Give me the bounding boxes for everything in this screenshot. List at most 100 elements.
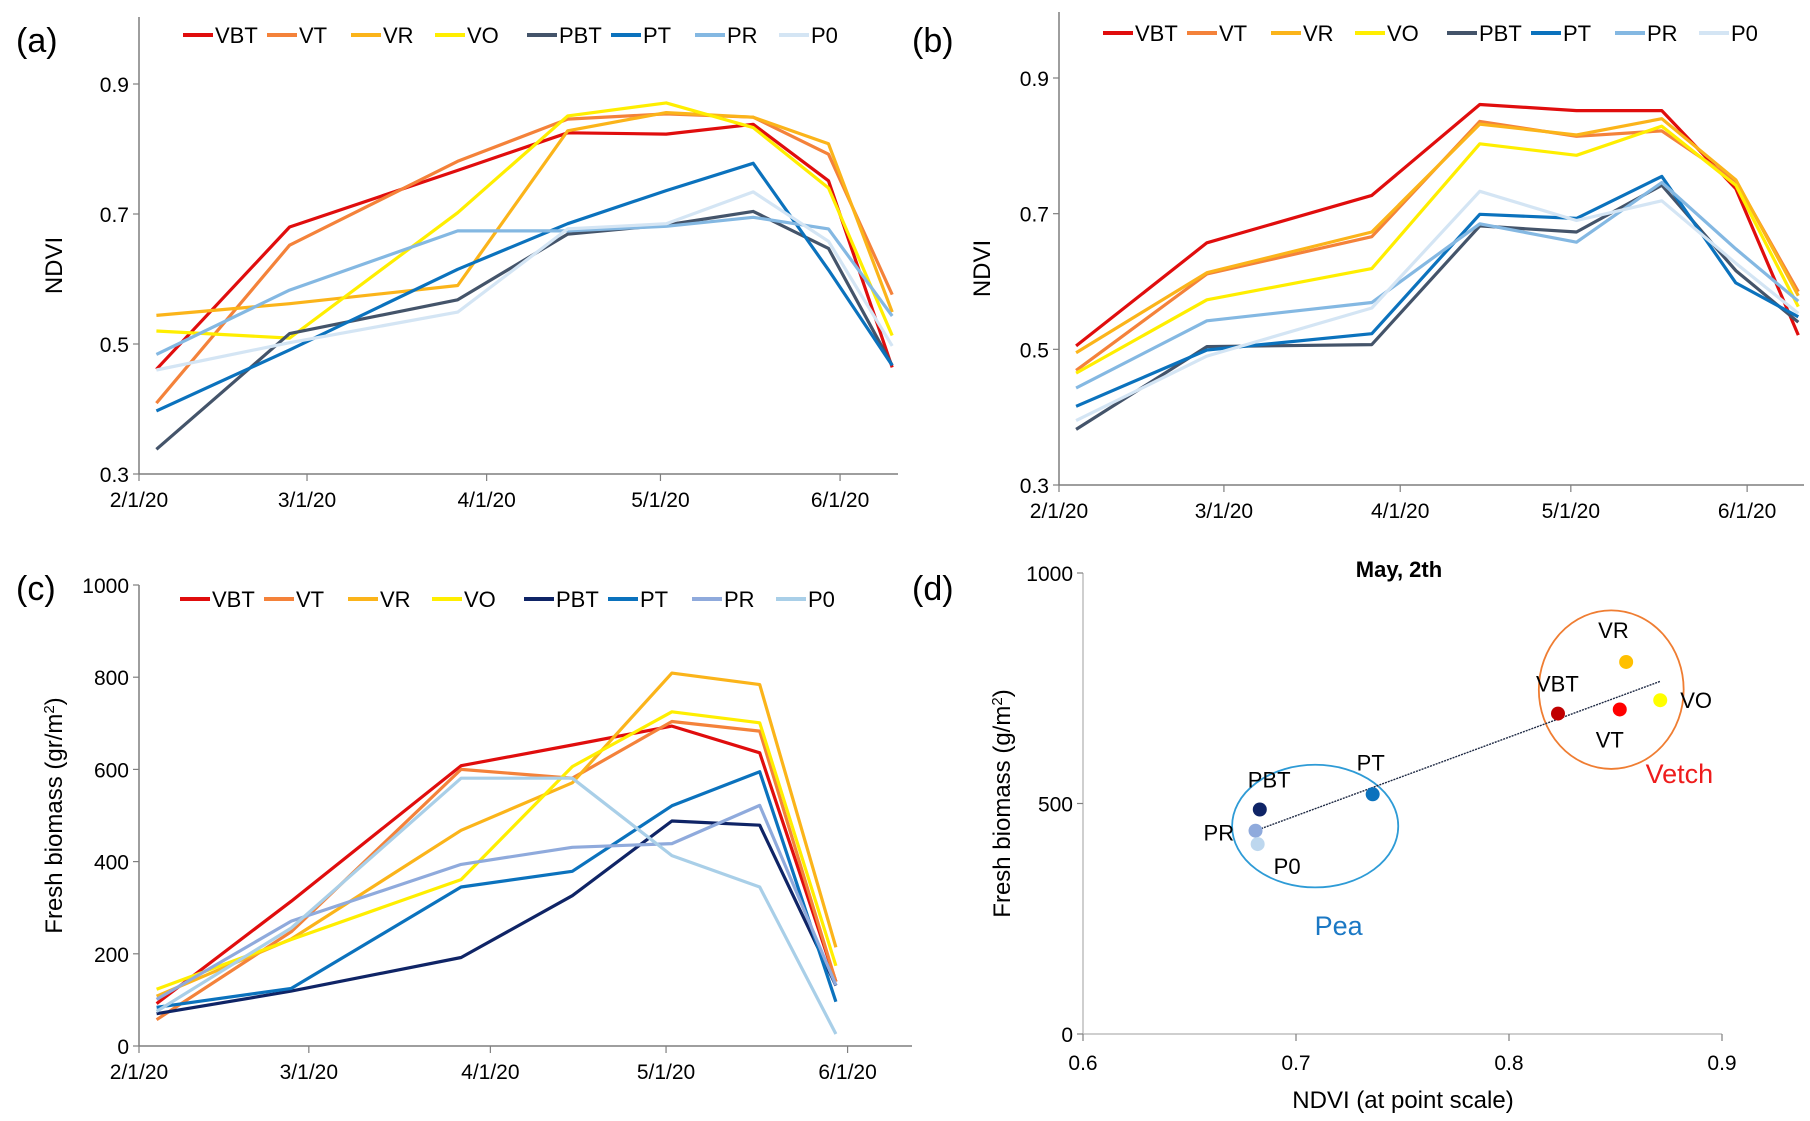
panel-label-b: (b): [912, 22, 954, 60]
legend-label-pbt: PBT: [559, 23, 602, 48]
y-tick-label: 0.7: [1020, 204, 1049, 227]
data-point-pbt: [1252, 802, 1267, 817]
series-line-p0: [155, 776, 838, 1035]
x-tick-label: 6/1/20: [811, 489, 869, 512]
y-tick-label: 500: [1038, 794, 1073, 817]
series-line-vo: [1075, 124, 1800, 375]
chart-d-xlabel: NDVI (at point scale): [1292, 1087, 1513, 1114]
panel-label-c: (c): [16, 570, 56, 608]
chart-d-title: May, 2th: [1356, 557, 1442, 582]
legend-label-pbt: PBT: [556, 587, 599, 612]
x-tick-label: 5/1/20: [1542, 500, 1600, 523]
y-axis-label: Fresh biomass (gr/m2): [41, 697, 69, 933]
legend-label-vt: VT: [1219, 21, 1247, 46]
y-axis-label-end: ): [41, 697, 68, 705]
group-ellipse-vetch: [1537, 609, 1685, 770]
legend-label-p0: P0: [1731, 21, 1758, 46]
y-tick-label: 0.7: [100, 204, 129, 227]
data-point-pt: [1365, 787, 1380, 802]
y-tick-label: 0.9: [1020, 68, 1049, 91]
y-axis-label-text: NDVI: [41, 237, 68, 294]
legend-label-pt: PT: [1563, 21, 1591, 46]
x-tick-label: 4/1/20: [461, 1061, 519, 1084]
legend-label-vt: VT: [299, 23, 327, 48]
legend-label-pt: PT: [640, 587, 668, 612]
y-axis-label-end: ): [989, 689, 1016, 697]
legend-label-vr: VR: [380, 587, 411, 612]
series-line-vo: [156, 101, 894, 340]
legend-label-pbt: PBT: [1479, 21, 1522, 46]
series-line-p0: [156, 190, 894, 372]
legend-label-vr: VR: [1303, 21, 1334, 46]
x-tick-label: 5/1/20: [631, 489, 689, 512]
data-label-vt: VT: [1596, 727, 1624, 752]
series-line-vr: [156, 110, 894, 317]
series-line-pr: [155, 803, 838, 1001]
x-tick-label: 6/1/20: [818, 1061, 876, 1084]
group-label-vetch: Vetch: [1646, 759, 1714, 789]
y-tick-label: 1000: [82, 575, 129, 598]
y-tick-label: 0: [117, 1036, 129, 1059]
y-axis-label: NDVI: [969, 240, 996, 297]
y-axis-label-text: Fresh biomass (gr/m: [41, 714, 68, 934]
series-line-pt: [155, 161, 894, 413]
x-tick-label: 4/1/20: [457, 489, 515, 512]
data-label-p0: P0: [1274, 854, 1301, 879]
series-line-pbt: [155, 209, 894, 451]
data-label-pbt: PBT: [1248, 767, 1291, 792]
legend-label-p0: P0: [808, 587, 835, 612]
legend-label-p0: P0: [811, 23, 838, 48]
y-tick-label: 0.3: [1020, 475, 1049, 498]
legend-label-pt: PT: [643, 23, 671, 48]
series-line-pr: [155, 215, 894, 356]
y-axis-label-text: Fresh biomass (g/m: [989, 706, 1016, 918]
y-tick-label: 0.9: [100, 74, 129, 97]
y-tick-label: 0.5: [100, 334, 129, 357]
y-tick-label: 0.3: [100, 464, 129, 487]
series-line-vbt: [155, 122, 894, 371]
series-line-vt: [155, 112, 894, 405]
x-tick-label: 0.8: [1494, 1052, 1523, 1075]
y-tick-label: 600: [94, 759, 129, 782]
legend-label-vt: VT: [296, 587, 324, 612]
panel-label-a: (a): [16, 22, 58, 60]
data-label-vr: VR: [1598, 618, 1629, 643]
series-line-pt: [156, 770, 838, 1009]
y-axis-label-superscript: 2: [41, 705, 58, 713]
x-tick-label: 3/1/20: [278, 489, 336, 512]
y-tick-label: 400: [94, 852, 129, 875]
legend-label-pr: PR: [1647, 21, 1678, 46]
legend-label-pr: PR: [724, 587, 755, 612]
y-tick-label: 0: [1061, 1024, 1073, 1047]
data-label-pr: PR: [1204, 821, 1235, 846]
data-point-vo: [1653, 693, 1668, 708]
y-tick-label: 200: [94, 944, 129, 967]
data-point-pr: [1248, 823, 1263, 838]
series-line-p0: [1075, 189, 1800, 423]
data-point-vt: [1612, 702, 1627, 717]
x-tick-label: 3/1/20: [1195, 500, 1253, 523]
data-point-p0: [1250, 837, 1265, 852]
y-tick-label: 0.5: [1020, 339, 1049, 362]
series-line-pbt: [1075, 183, 1800, 431]
x-tick-label: 5/1/20: [637, 1061, 695, 1084]
legend-label-vo: VO: [464, 587, 496, 612]
x-tick-label: 0.9: [1707, 1052, 1736, 1075]
x-tick-label: 4/1/20: [1371, 500, 1429, 523]
y-axis-label-text: NDVI: [969, 240, 996, 297]
series-line-vr: [1075, 117, 1800, 355]
x-tick-label: 6/1/20: [1718, 500, 1776, 523]
legend-label-vr: VR: [383, 23, 414, 48]
series-line-vbt: [155, 724, 838, 1005]
y-axis-label: Fresh biomass (g/m2): [989, 689, 1017, 917]
legend-label-vbt: VBT: [1135, 21, 1178, 46]
x-tick-label: 2/1/20: [110, 1061, 168, 1084]
series-line-vo: [156, 710, 838, 991]
x-tick-label: 0.7: [1281, 1052, 1310, 1075]
y-tick-label: 1000: [1026, 563, 1073, 586]
series-line-pr: [1075, 180, 1800, 390]
data-label-pt: PT: [1357, 750, 1385, 775]
series-line-pbt: [156, 819, 838, 1016]
legend-label-vo: VO: [467, 23, 499, 48]
